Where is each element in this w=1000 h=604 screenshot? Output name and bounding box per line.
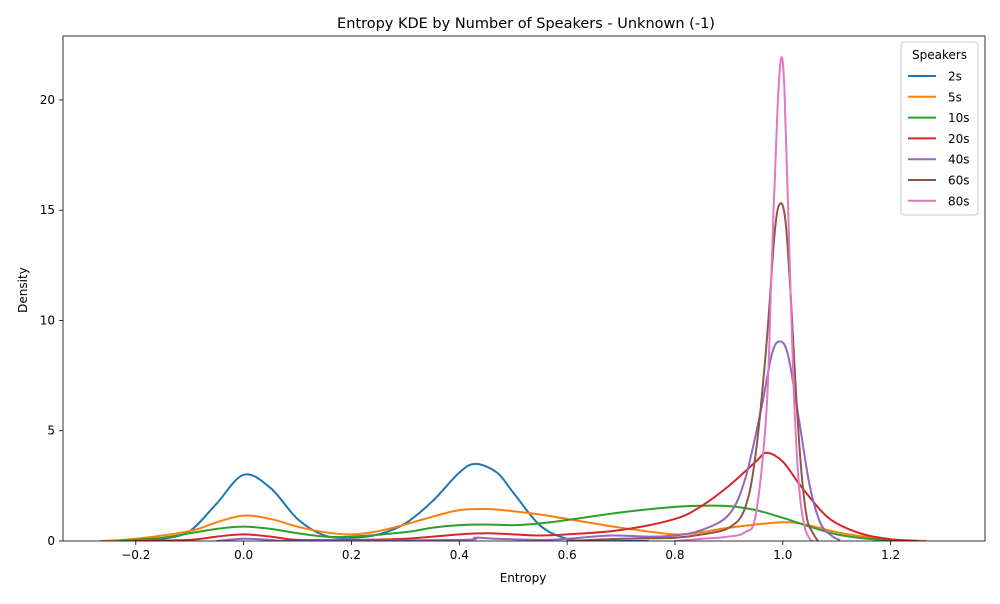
plot-area: [62, 35, 986, 542]
x-tick-label: 0.4: [450, 548, 469, 562]
legend-label: 40s: [948, 153, 970, 167]
y-axis-label: Density: [16, 267, 30, 313]
legend-label: 20s: [948, 132, 970, 146]
legend-item-80s: 80s: [908, 194, 970, 208]
x-axis: −0.2 0.0 0.2 0.4 0.6 0.8 1.0 1.2: [121, 541, 900, 562]
legend-label: 60s: [948, 174, 970, 188]
chart-title: Entropy KDE by Number of Speakers - Unkn…: [337, 16, 715, 32]
legend-label: 5s: [948, 90, 962, 104]
series-line-40s: [215, 340, 841, 541]
x-tick-label: 0.6: [558, 548, 577, 562]
x-tick-label: 1.2: [881, 548, 900, 562]
y-tick-label: 0: [47, 534, 55, 548]
x-tick-label: −0.2: [121, 548, 150, 562]
series-line-20s: [134, 451, 919, 541]
series-line-10s: [118, 504, 908, 541]
x-tick-label: 0.2: [342, 548, 361, 562]
plot-frame: [62, 35, 986, 542]
legend-item-60s: 60s: [908, 174, 970, 188]
legend-label: 2s: [948, 70, 962, 84]
legend-title: Speakers: [912, 48, 967, 62]
x-axis-label: Entropy: [500, 571, 547, 585]
legend-item-20s: 20s: [908, 132, 970, 146]
legend-item-2s: 2s: [908, 70, 962, 84]
series-line-80s: [673, 56, 814, 541]
legend-item-40s: 40s: [908, 153, 970, 167]
y-tick-label: 10: [40, 313, 55, 327]
y-axis: 0 5 10 15 20: [40, 93, 63, 548]
y-tick-label: 5: [47, 424, 55, 438]
legend-item-5s: 5s: [908, 90, 962, 104]
y-tick-label: 20: [40, 93, 55, 107]
series-line-60s: [566, 202, 819, 541]
x-tick-label: 0.8: [665, 548, 684, 562]
legend-item-10s: 10s: [908, 111, 970, 125]
y-tick-label: 15: [40, 203, 55, 217]
legend-box: [900, 41, 979, 216]
legend: Speakers 2s 5s 10s 20s 40s 60s 80s: [900, 41, 979, 216]
legend-label: 80s: [948, 194, 970, 208]
legend-label: 10s: [948, 111, 970, 125]
x-tick-label: 1.0: [773, 548, 792, 562]
series-lines: [99, 56, 927, 541]
x-tick-label: 0.0: [234, 548, 253, 562]
series-line-2s: [134, 462, 650, 541]
